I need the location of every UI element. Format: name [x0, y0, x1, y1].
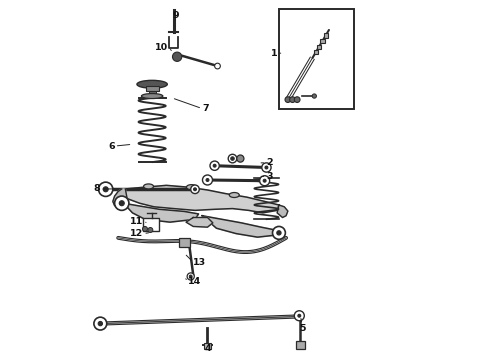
- Bar: [296, 342, 305, 348]
- Text: 14: 14: [188, 277, 201, 286]
- Circle shape: [189, 275, 192, 278]
- Polygon shape: [186, 217, 213, 227]
- Bar: [279, 9, 354, 109]
- Circle shape: [143, 226, 147, 231]
- Circle shape: [265, 166, 268, 169]
- Circle shape: [260, 176, 270, 186]
- Circle shape: [206, 179, 209, 181]
- Text: 4: 4: [204, 344, 211, 353]
- Circle shape: [194, 188, 196, 191]
- Circle shape: [172, 52, 182, 62]
- Polygon shape: [277, 205, 288, 217]
- Circle shape: [277, 231, 281, 235]
- Ellipse shape: [137, 80, 167, 88]
- Circle shape: [115, 196, 129, 210]
- Bar: [323, 33, 328, 38]
- Circle shape: [263, 179, 266, 182]
- Circle shape: [202, 175, 213, 185]
- Polygon shape: [202, 216, 275, 237]
- Bar: [146, 86, 159, 91]
- Circle shape: [231, 157, 234, 160]
- Circle shape: [312, 94, 317, 98]
- Ellipse shape: [144, 184, 153, 189]
- Circle shape: [294, 97, 300, 103]
- Circle shape: [228, 154, 237, 163]
- Text: 13: 13: [193, 258, 206, 267]
- Text: 2: 2: [267, 158, 273, 167]
- Circle shape: [237, 155, 244, 162]
- Circle shape: [191, 185, 199, 194]
- Bar: [143, 218, 159, 231]
- Text: 6: 6: [108, 141, 115, 150]
- Circle shape: [215, 63, 220, 69]
- Ellipse shape: [229, 193, 239, 198]
- Circle shape: [119, 201, 124, 206]
- Text: 9: 9: [172, 11, 179, 20]
- Text: 12: 12: [130, 229, 143, 238]
- Circle shape: [94, 317, 107, 330]
- Bar: [148, 91, 156, 94]
- Circle shape: [272, 226, 285, 239]
- Circle shape: [98, 182, 113, 197]
- Text: 5: 5: [299, 324, 305, 333]
- Ellipse shape: [142, 94, 163, 99]
- Text: 7: 7: [202, 104, 209, 113]
- Text: 10: 10: [155, 43, 168, 52]
- Polygon shape: [122, 185, 279, 213]
- Circle shape: [98, 321, 102, 326]
- Polygon shape: [123, 203, 198, 222]
- Circle shape: [294, 311, 304, 321]
- Text: 1: 1: [270, 49, 277, 58]
- Bar: [204, 343, 211, 348]
- Text: 11: 11: [130, 217, 143, 226]
- Ellipse shape: [186, 185, 196, 190]
- Circle shape: [298, 314, 301, 317]
- Text: 3: 3: [267, 172, 273, 181]
- Bar: [317, 45, 321, 49]
- Text: 8: 8: [94, 184, 100, 193]
- Circle shape: [187, 273, 194, 280]
- Circle shape: [103, 187, 108, 192]
- Bar: [320, 39, 324, 43]
- Circle shape: [262, 163, 271, 172]
- Bar: [314, 50, 318, 54]
- Circle shape: [285, 97, 291, 103]
- Circle shape: [210, 161, 220, 170]
- Circle shape: [148, 228, 153, 233]
- Circle shape: [213, 164, 216, 167]
- Bar: [179, 238, 190, 247]
- Polygon shape: [113, 189, 127, 206]
- Circle shape: [290, 97, 295, 103]
